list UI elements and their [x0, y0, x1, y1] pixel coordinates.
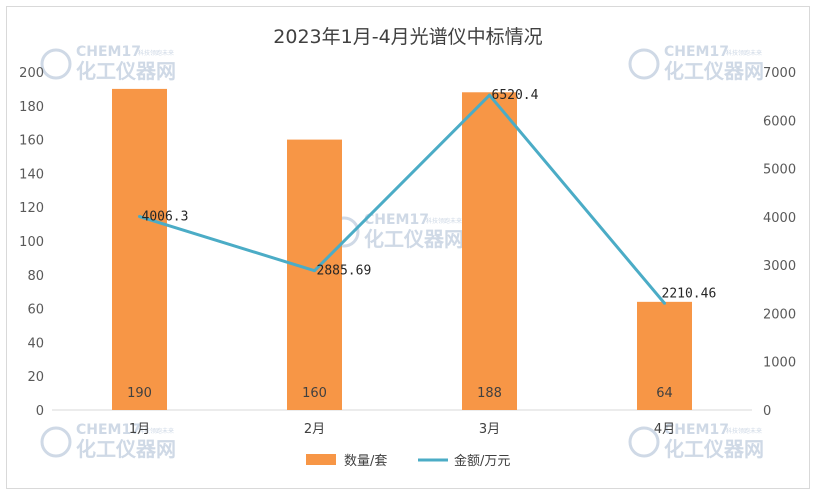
left-tick-label: 120 — [19, 201, 44, 216]
watermark-brand-cn: 化工仪器网 — [76, 59, 176, 83]
chart-title: 2023年1月-4月光谱仪中标情况 — [273, 26, 542, 48]
watermark-brand-en: CHEM17 — [364, 212, 429, 228]
left-tick-label: 180 — [19, 100, 44, 115]
watermark-brand-en: CHEM17 — [664, 422, 729, 438]
watermark-logo-icon — [628, 48, 660, 80]
watermarks: CHEM17科技领跑未来化工仪器网CHEM17科技领跑未来化工仪器网CHEM17… — [40, 44, 764, 461]
legend-swatch-bar — [306, 454, 336, 465]
bar-value-label: 160 — [302, 386, 327, 401]
left-tick-label: 40 — [27, 336, 44, 351]
line-series: 4006.3 2885.69 6520.4 2210.46 — [138, 88, 716, 305]
right-tick-label: 0 — [763, 404, 771, 419]
line-value-label: 4006.3 — [142, 210, 189, 225]
category-label: 4月 — [654, 422, 675, 437]
bar-value-label: 190 — [127, 386, 152, 401]
left-tick-label: 100 — [19, 235, 44, 250]
legend: 数量/套 金额/万元 — [306, 453, 510, 469]
right-axis: 0 1000 2000 3000 4000 5000 6000 7000 — [763, 66, 796, 419]
right-tick-label: 2000 — [763, 307, 796, 322]
series-line — [139, 93, 666, 305]
watermark-brand-cn: 化工仪器网 — [364, 227, 464, 251]
right-tick-label: 7000 — [763, 66, 796, 81]
watermark-tagline: 科技领跑未来 — [426, 217, 462, 225]
line-value-label: 6520.4 — [492, 88, 539, 103]
watermark-logo-icon — [40, 426, 72, 458]
left-tick-label: 160 — [19, 134, 44, 149]
right-tick-label: 1000 — [763, 356, 796, 371]
line-value-label: 2885.69 — [317, 264, 372, 279]
watermark-logo-icon — [628, 426, 660, 458]
legend-label: 金额/万元 — [454, 453, 510, 469]
right-tick-label: 5000 — [763, 163, 796, 178]
left-tick-label: 200 — [19, 66, 44, 81]
category-axis: 1月 2月 3月 4月 — [129, 422, 675, 437]
bar — [112, 88, 167, 411]
watermark-brand-cn: 化工仪器网 — [76, 437, 176, 461]
left-tick-label: 80 — [27, 269, 44, 284]
left-tick-label: 140 — [19, 167, 44, 182]
line-point — [488, 93, 491, 97]
bar-series: 190 160 188 64 — [112, 88, 692, 411]
bar — [637, 301, 692, 410]
watermark-tagline: 科技领跑未来 — [138, 427, 174, 435]
watermark-tagline: 科技领跑未来 — [138, 49, 174, 57]
left-tick-label: 0 — [36, 404, 44, 419]
right-tick-label: 3000 — [763, 259, 796, 274]
category-label: 3月 — [479, 422, 500, 437]
watermark-tagline: 科技领跑未来 — [726, 427, 762, 435]
legend-label: 数量/套 — [344, 453, 387, 469]
watermark-brand-cn: 化工仪器网 — [664, 437, 764, 461]
watermark-brand-cn: 化工仪器网 — [664, 59, 764, 83]
bar-value-label: 64 — [656, 386, 673, 401]
bar — [287, 139, 342, 410]
left-tick-label: 20 — [27, 370, 44, 385]
watermark-logo-icon — [40, 48, 72, 80]
category-label: 1月 — [129, 422, 150, 437]
watermark-tagline: 科技领跑未来 — [726, 49, 762, 57]
left-axis: 0 20 40 60 80 100 120 140 160 180 200 — [19, 66, 44, 419]
watermark-brand-en: CHEM17 — [664, 44, 729, 60]
right-tick-label: 6000 — [763, 114, 796, 129]
category-label: 2月 — [304, 422, 325, 437]
line-point — [138, 215, 141, 219]
line-point — [663, 301, 666, 305]
watermark-brand-en: CHEM17 — [76, 422, 141, 438]
line-value-label: 2210.46 — [662, 286, 717, 301]
bar — [462, 92, 517, 410]
watermark-brand-en: CHEM17 — [76, 44, 141, 60]
bar-value-label: 188 — [477, 386, 502, 401]
line-point — [313, 269, 316, 273]
left-tick-label: 60 — [27, 303, 44, 318]
right-tick-label: 4000 — [763, 211, 796, 226]
